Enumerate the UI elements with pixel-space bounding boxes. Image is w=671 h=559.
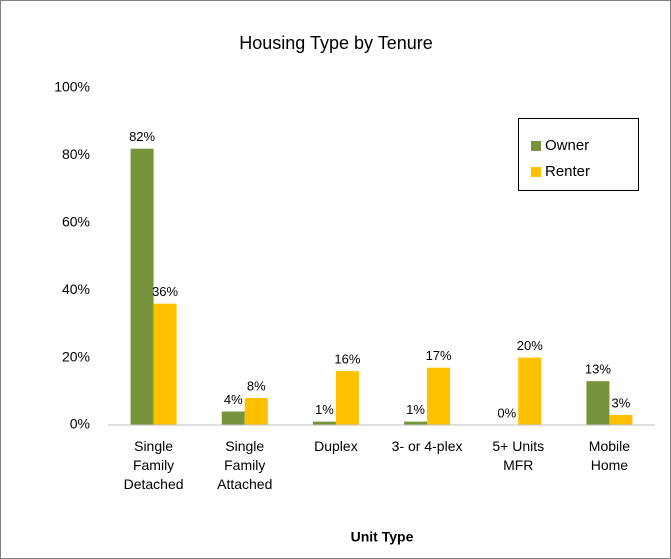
x-tick-label: 3- or 4-plex xyxy=(391,438,463,454)
y-tick-label: 80% xyxy=(62,146,90,162)
y-tick-label: 100% xyxy=(54,79,90,95)
x-tick-label: Duplex xyxy=(314,438,358,454)
y-tick-label: 0% xyxy=(70,416,90,432)
value-label: 20% xyxy=(517,338,543,353)
x-tick-label: Single Family Detached xyxy=(123,438,184,492)
bar xyxy=(130,148,154,425)
value-label: 3% xyxy=(612,395,631,410)
x-tick-label: Single Family Attached xyxy=(217,438,273,492)
bar xyxy=(312,421,336,425)
bar xyxy=(427,367,451,425)
legend-box xyxy=(518,118,639,191)
value-label: 16% xyxy=(334,352,360,367)
bar xyxy=(518,357,542,425)
chart-title: Housing Type by Tenure xyxy=(239,33,432,53)
bar xyxy=(609,414,633,425)
value-label: 8% xyxy=(247,378,266,393)
bar xyxy=(244,398,268,425)
x-tick-label: Mobile Home xyxy=(588,438,631,473)
bar xyxy=(404,421,428,425)
bar xyxy=(586,381,610,425)
x-axis-title: Unit Type xyxy=(351,529,414,545)
y-tick-label: 20% xyxy=(62,348,90,364)
legend-swatch xyxy=(531,141,541,151)
value-label: 4% xyxy=(224,392,243,407)
value-label: 82% xyxy=(129,129,155,144)
value-label: 1% xyxy=(406,402,425,417)
bar xyxy=(153,303,177,425)
value-label: 1% xyxy=(315,402,334,417)
y-tick-label: 40% xyxy=(62,281,90,297)
bar xyxy=(335,371,359,425)
value-label: 0% xyxy=(497,405,516,420)
bar xyxy=(221,411,245,425)
legend-swatch xyxy=(531,167,541,177)
value-label: 17% xyxy=(426,348,452,363)
legend-label: Renter xyxy=(545,163,590,180)
x-tick-label: 5+ Units MFR xyxy=(492,438,545,473)
legend-label: Owner xyxy=(545,137,589,154)
value-label: 36% xyxy=(152,284,178,299)
value-label: 13% xyxy=(585,362,611,377)
y-tick-label: 60% xyxy=(62,214,90,230)
